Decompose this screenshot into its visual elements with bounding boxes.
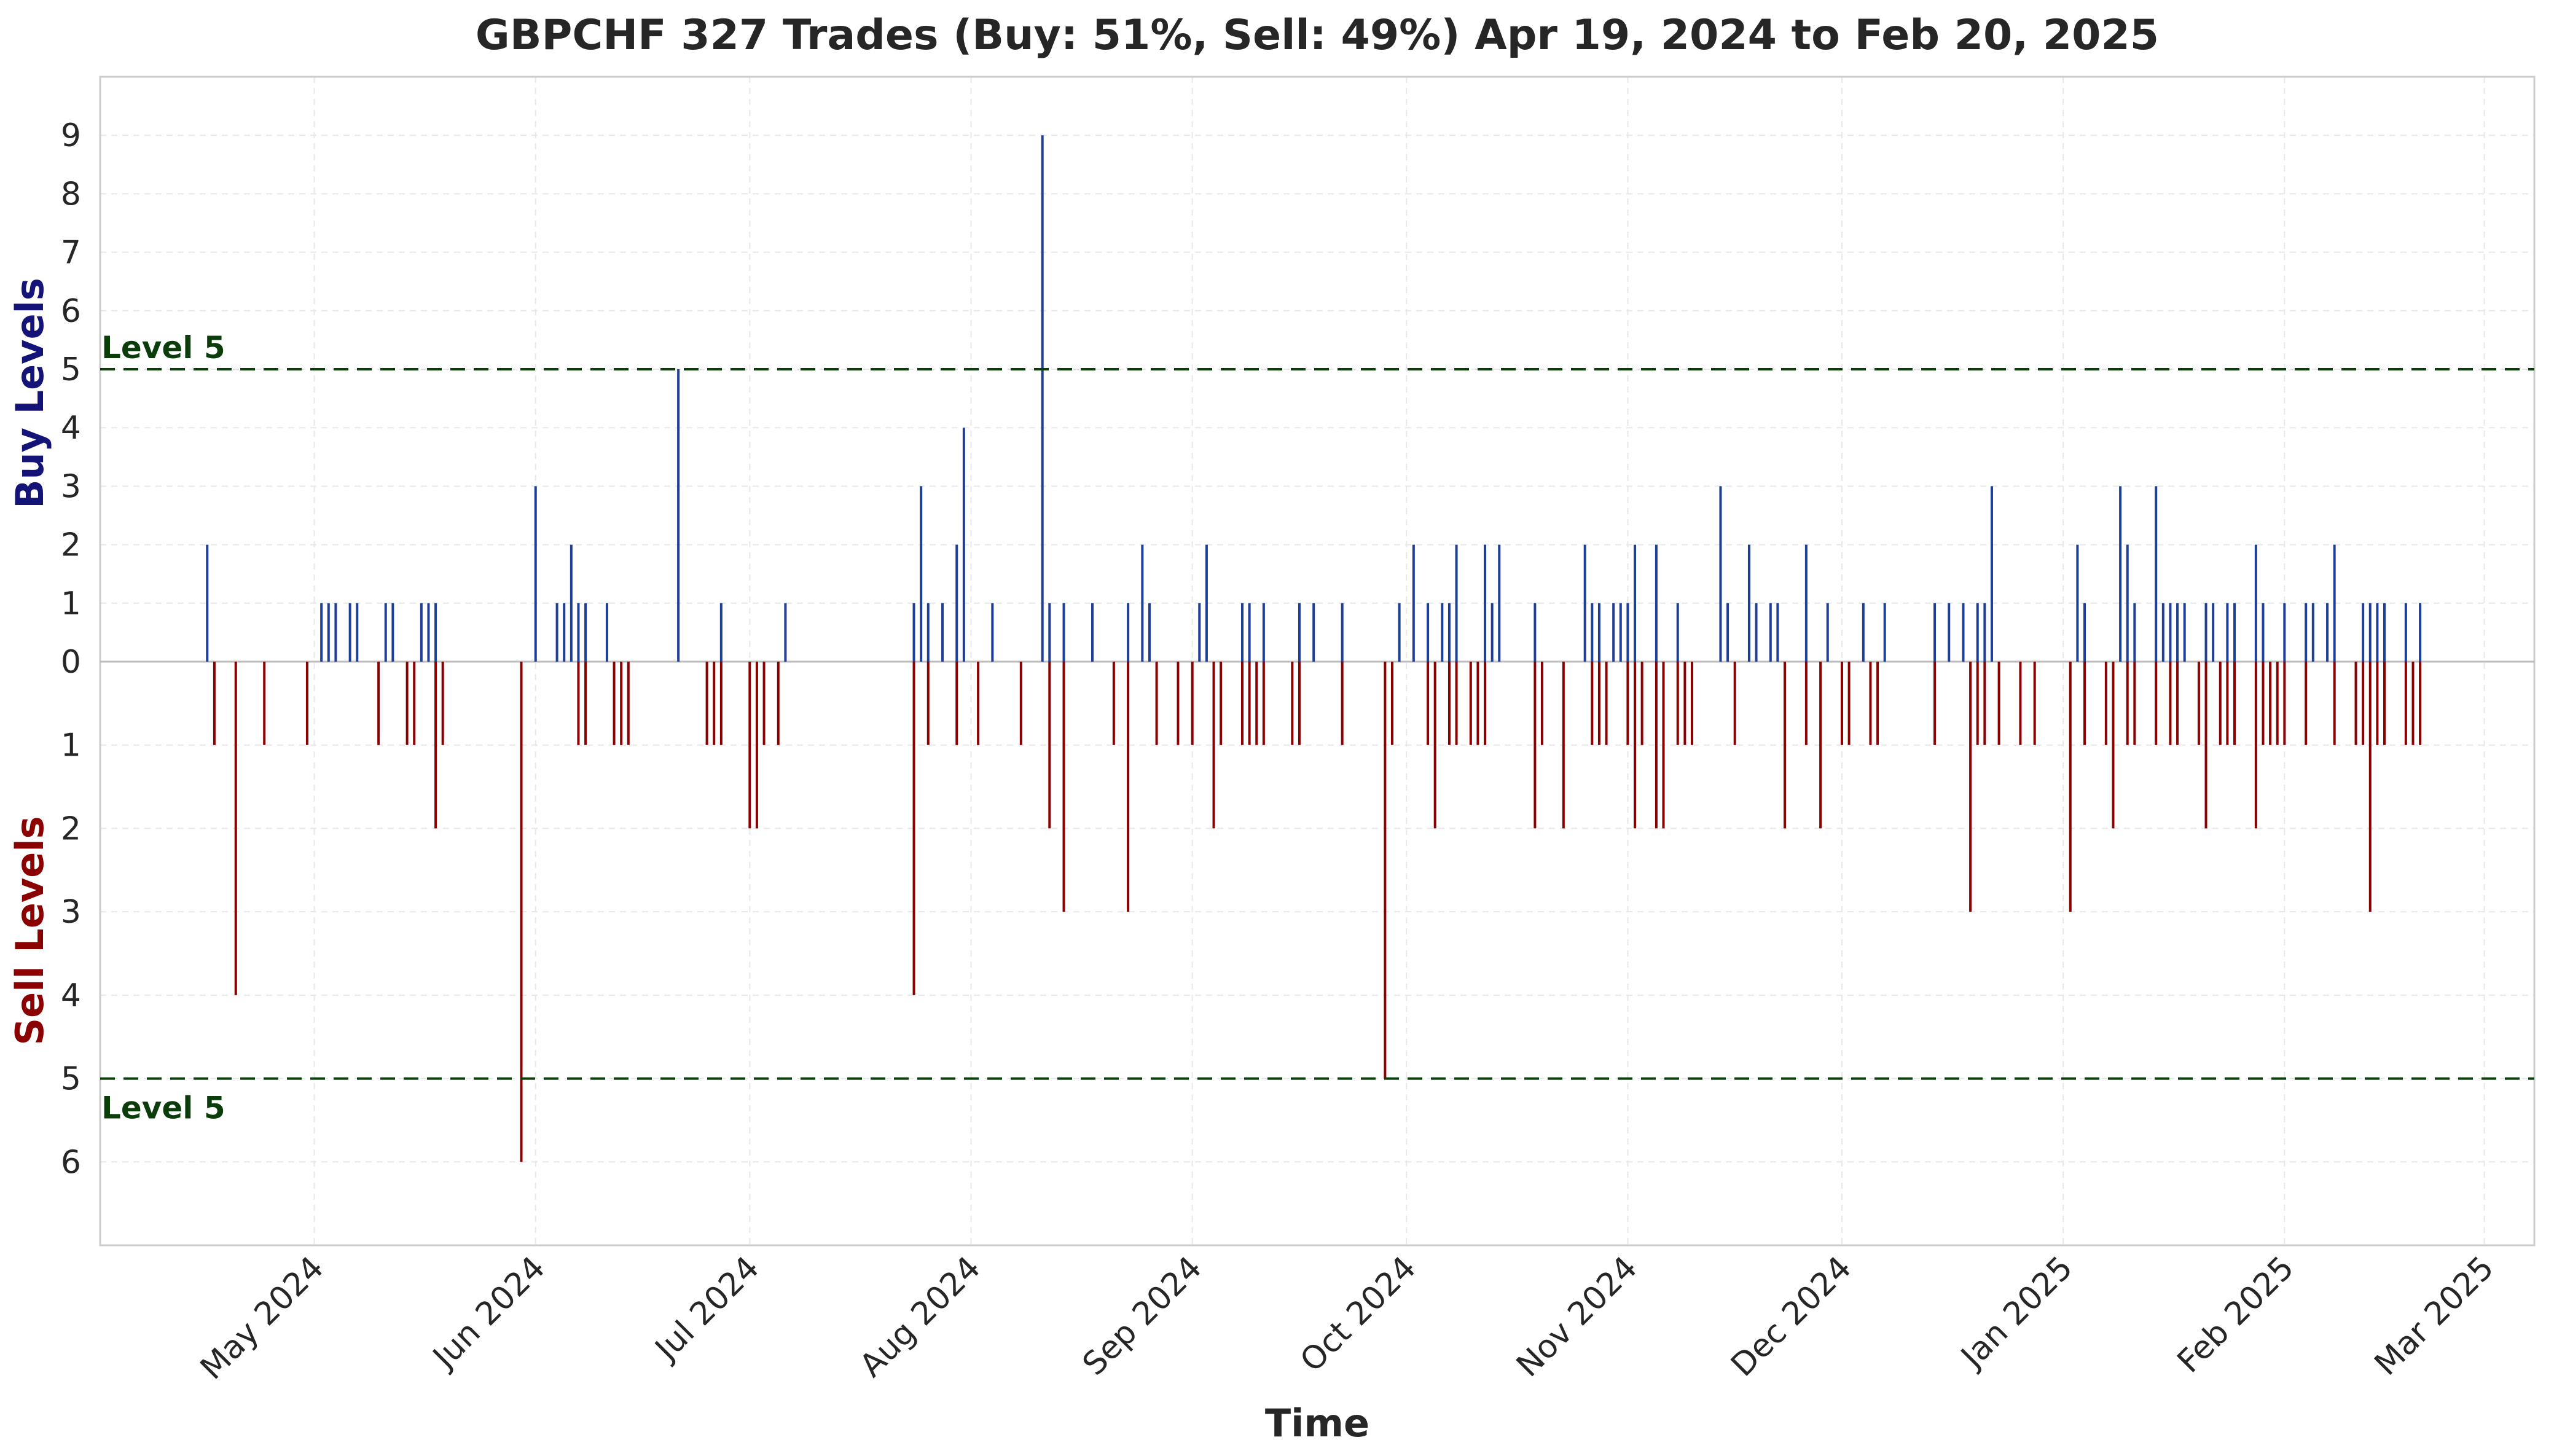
y-tick-label-buy: 0 [61,644,81,681]
x-axis-title: Time [1265,1401,1369,1446]
y-tick-label-sell: 6 [61,1144,81,1181]
gridlines [100,77,2534,1245]
trade-bars [100,135,2534,1162]
chart-title: GBPCHF 327 Trades (Buy: 51%, Sell: 49%) … [476,11,2159,60]
y-tick-label-sell: 5 [61,1061,81,1098]
y-tick-label-buy: 7 [61,235,81,272]
y-tick-label-sell: 2 [61,810,81,847]
y-tick-label-sell: 1 [61,727,81,764]
y-tick-label-buy: 8 [61,176,81,213]
y-tick-label-buy: 2 [61,527,81,564]
y-tick-label-buy: 1 [61,585,81,622]
y-axis-title-buy: Buy Levels [7,278,52,509]
y-axis-title-sell: Sell Levels [7,816,52,1046]
level-label-sell: Level 5 [101,1090,225,1126]
level-label-buy: Level 5 [101,330,225,366]
y-tick-label-sell: 3 [61,894,81,931]
y-tick-label-buy: 4 [61,410,81,447]
y-tick-label-buy: 3 [61,468,81,505]
y-tick-label-buy: 6 [61,293,81,330]
level-lines: Level 5 Level 5 [100,330,2534,1126]
y-tick-labels: 0 1 2 3 4 5 6 7 8 9 1 2 3 4 5 6 [61,117,81,1181]
y-tick-label-sell: 4 [61,977,81,1014]
y-tick-label-buy: 5 [61,351,81,388]
y-tick-label-buy: 9 [61,117,81,154]
